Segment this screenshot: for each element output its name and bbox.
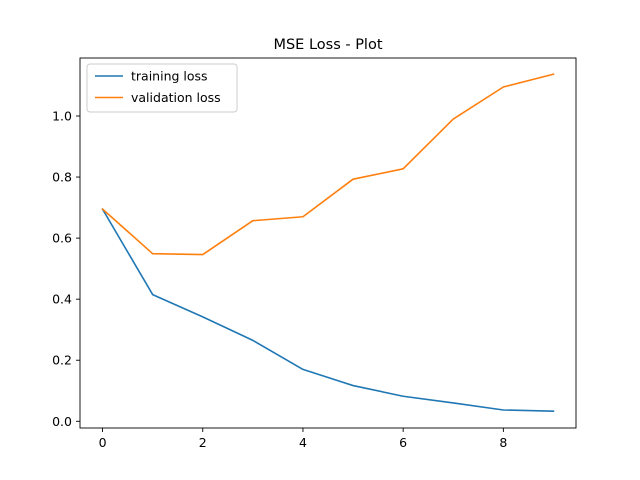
chart-title: MSE Loss - Plot: [273, 37, 382, 53]
x-tick-label: 4: [299, 435, 307, 450]
x-tick-label: 2: [199, 435, 207, 450]
y-axis: 0.0 0.2 0.4 0.6 0.8 1.0: [52, 109, 80, 429]
legend-label: training loss: [131, 69, 208, 84]
y-tick-label: 0.2: [52, 353, 72, 368]
plot-frame: [79, 57, 577, 429]
x-axis: 0 2 4 6 8: [99, 428, 507, 450]
legend: training loss validation loss: [86, 63, 238, 113]
y-tick-label: 0.4: [52, 292, 72, 307]
y-tick-label: 0.6: [52, 231, 72, 246]
x-tick-label: 8: [499, 435, 507, 450]
legend-label: validation loss: [131, 90, 221, 105]
x-tick-label: 6: [399, 435, 407, 450]
legend-box: [86, 63, 238, 113]
series-group: [101, 73, 555, 413]
y-tick-label: 0.0: [52, 414, 72, 429]
series-line-validation-loss: [101, 73, 555, 256]
y-tick-label: 0.8: [52, 170, 72, 185]
y-tick-label: 1.0: [52, 109, 72, 124]
x-tick-label: 0: [99, 435, 107, 450]
series-line-training-loss: [101, 208, 555, 413]
